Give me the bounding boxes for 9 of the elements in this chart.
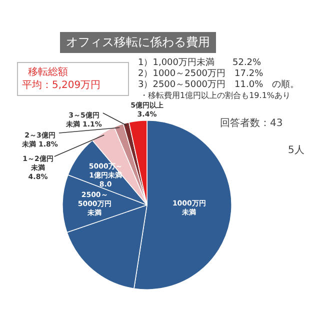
text: ・移転費用1億円以上の割合も19.1%あり — [140, 91, 291, 101]
text: 回答者数：43 — [220, 118, 283, 129]
text: 5人 — [288, 145, 304, 156]
text: 1）1,000万円未満 52.2% — [138, 58, 262, 69]
text: 3）2500～5000万円 11.0% の順。 — [138, 80, 300, 91]
text: 2）1000～2500万円 17.2% — [138, 69, 264, 80]
chart-title: オフィス移転に係わる費用 — [60, 32, 216, 53]
text: 平均：5,209万円 — [22, 80, 101, 91]
text: 移転総額 — [28, 67, 68, 78]
